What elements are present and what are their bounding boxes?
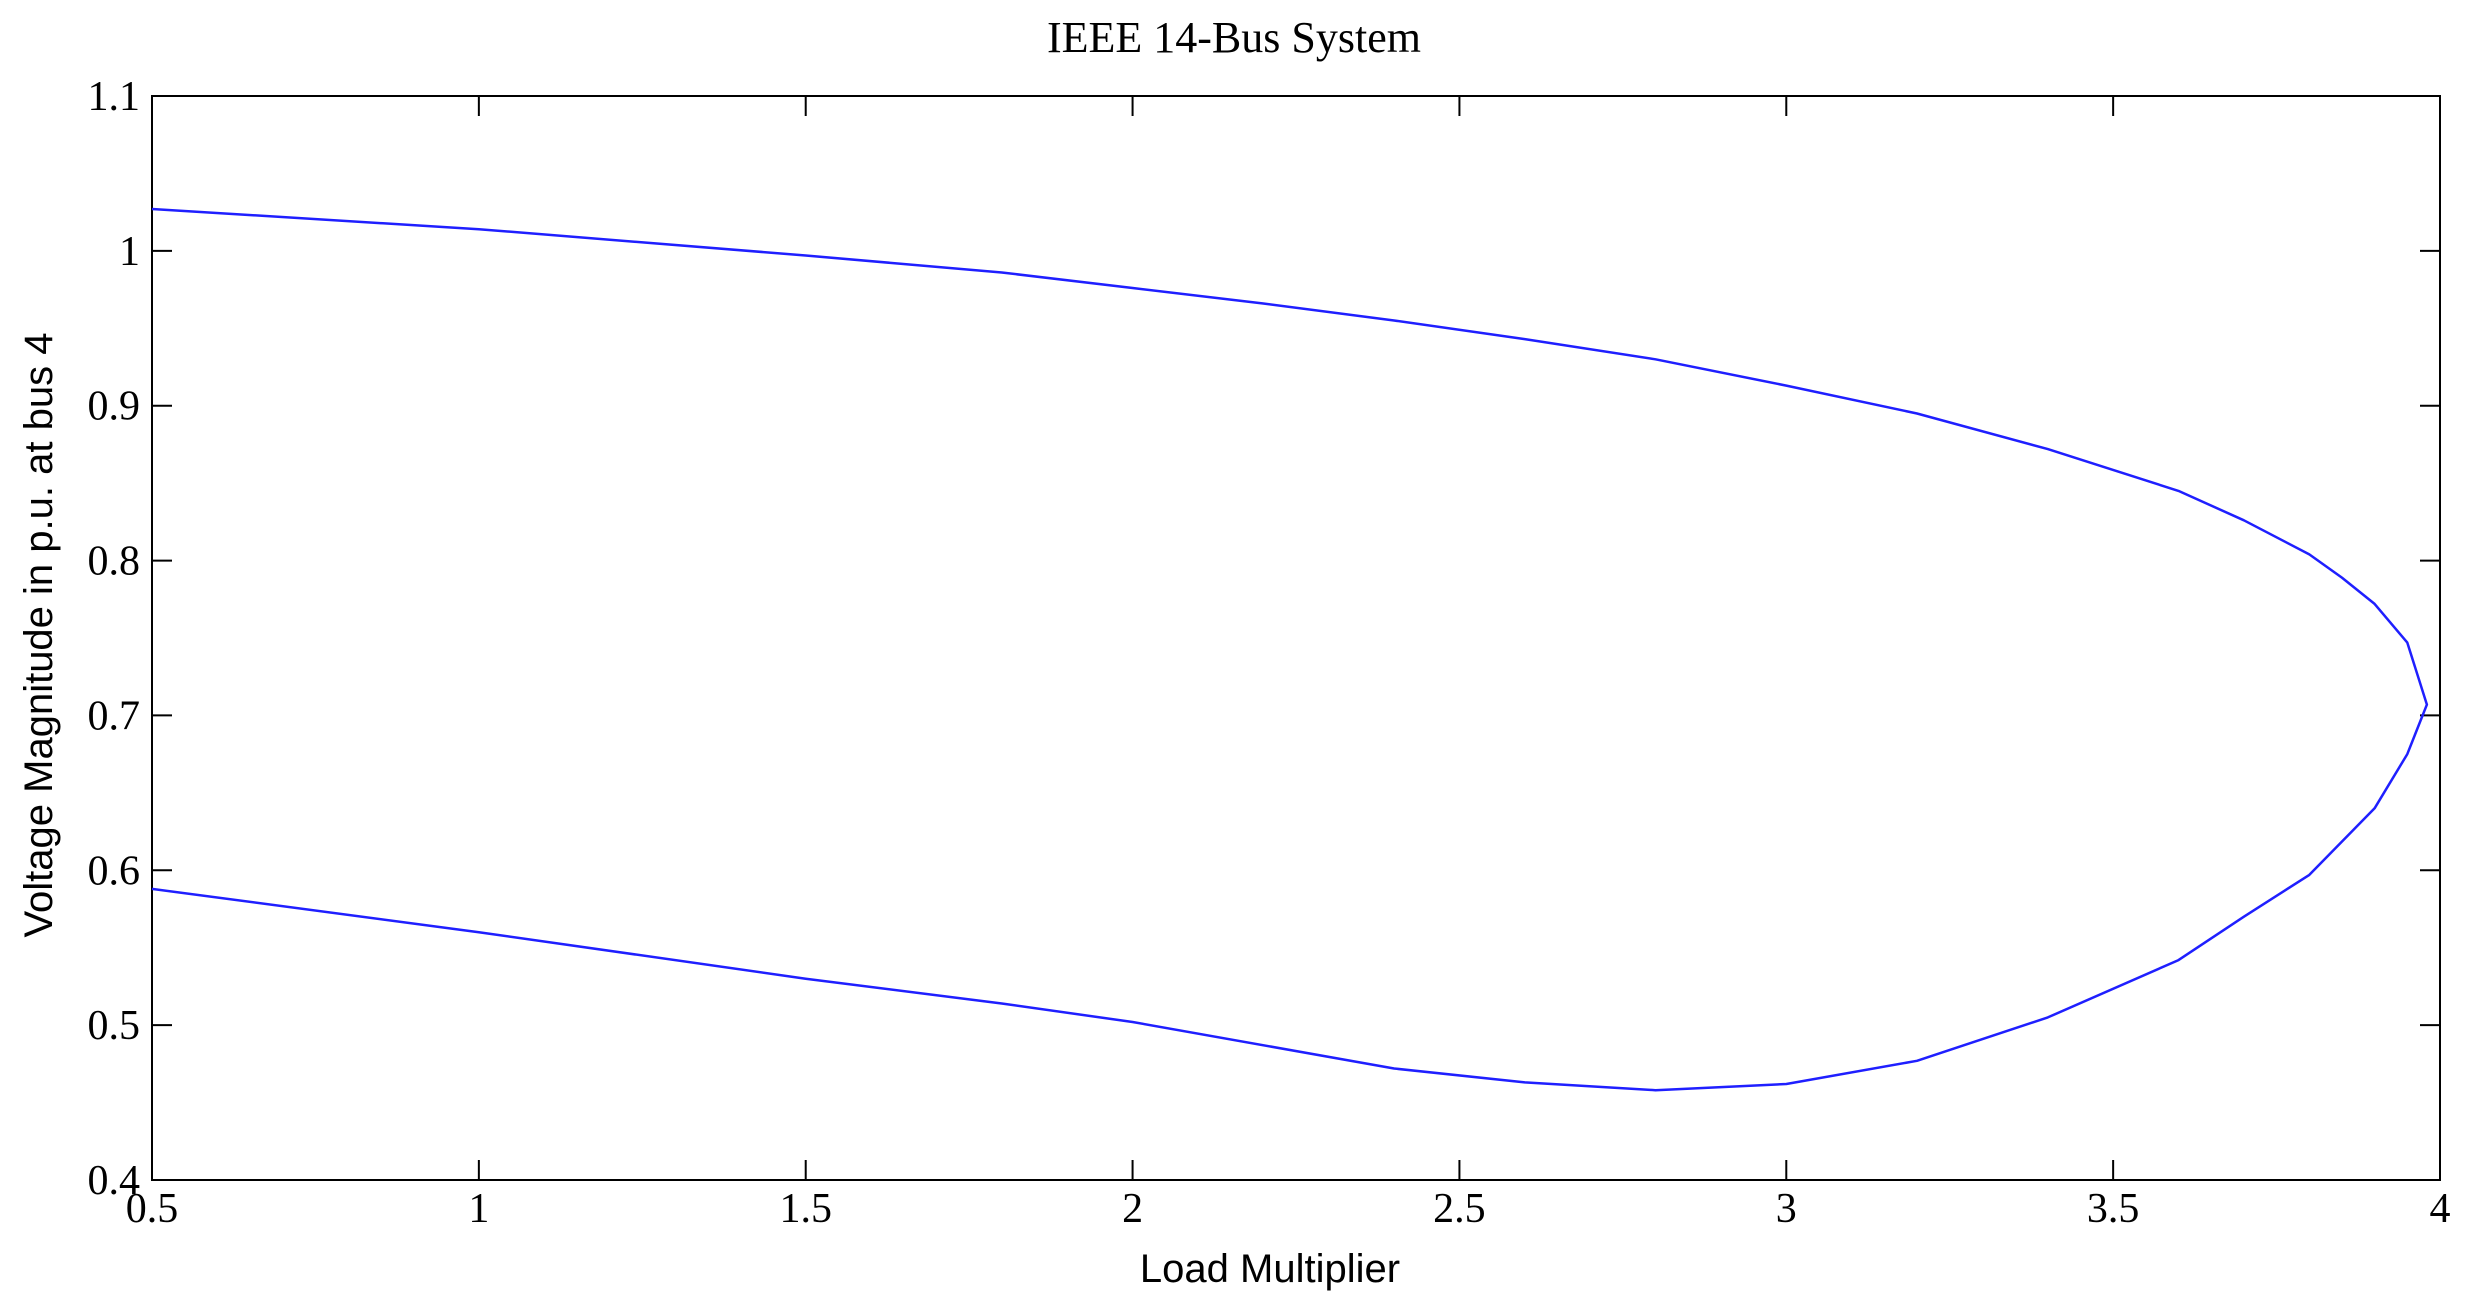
y-tick-label: 1: [119, 229, 140, 275]
x-tick-label: 1.5: [779, 1186, 832, 1232]
x-tick-label: 3.5: [2087, 1186, 2140, 1232]
plot-frame: [151, 95, 2441, 1181]
ticks: 0.5 1 1.5 2 2.5 3 3.5 40.40.50.60.70.80.911.1: [88, 74, 2451, 1232]
x-tick-label: 2: [1122, 1186, 1143, 1232]
y-tick-label: 0.5: [88, 1003, 141, 1049]
y-tick-label: 0.6: [88, 848, 141, 894]
y-tick-label: 0.8: [88, 539, 141, 585]
y-tick-label: 0.4: [88, 1158, 141, 1204]
x-tick-label: 0.5: [126, 1186, 179, 1232]
x-axis-label: Load Multiplier: [1140, 1247, 1400, 1291]
x-tick-label: 2.5: [1433, 1186, 1486, 1232]
y-axis-label: Voltage Magnitude in p.u. at bus 4: [17, 333, 61, 938]
axes: [151, 95, 2441, 1181]
x-tick-label: 4: [2430, 1186, 2451, 1232]
x-tick-label: 1: [468, 1186, 489, 1232]
series-group: [151, 207, 2429, 1092]
series-line-0: [151, 207, 2429, 1092]
y-tick-label: 1.1: [88, 74, 141, 120]
x-tick-label: 3: [1776, 1186, 1797, 1232]
chart-title: IEEE 14-Bus System: [1047, 13, 1421, 62]
y-tick-label: 0.9: [88, 384, 141, 430]
y-tick-label: 0.7: [88, 693, 141, 739]
